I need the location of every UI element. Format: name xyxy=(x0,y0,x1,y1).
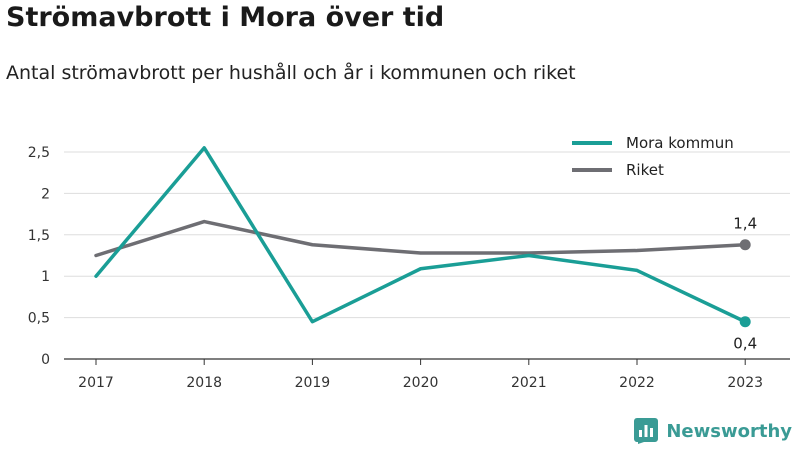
brand-logo: Newsworthy xyxy=(634,418,792,444)
x-tick-label: 2020 xyxy=(403,375,439,391)
y-tick-label: 1 xyxy=(41,269,50,285)
x-tick-label: 2018 xyxy=(186,375,222,391)
chart-title: Strömavbrott i Mora över tid xyxy=(6,2,445,33)
y-tick-label: 0,5 xyxy=(28,311,50,327)
legend: Mora kommun Riket xyxy=(572,134,734,179)
series-line-mora-kommun xyxy=(94,146,747,324)
x-tick-label: 2022 xyxy=(619,375,655,391)
x-tick-label: 2021 xyxy=(511,375,547,391)
legend-label: Riket xyxy=(626,161,664,179)
chart-subtitle: Antal strömavbrott per hushåll och år i … xyxy=(6,62,576,84)
x-tick-label: 2017 xyxy=(78,375,114,391)
end-value-label: 1,4 xyxy=(733,215,757,233)
gridlines xyxy=(64,151,790,319)
newsworthy-logo-icon xyxy=(634,418,659,444)
end-point-mora-kommun xyxy=(739,316,751,328)
y-tick-label: 2,5 xyxy=(28,145,50,161)
end-value-label: 0,4 xyxy=(733,335,757,353)
y-tick-label: 1,5 xyxy=(28,228,50,244)
y-tick-label: 0 xyxy=(41,352,50,368)
y-tick-label: 2 xyxy=(41,186,50,202)
end-labels: 0,4 1,4 xyxy=(733,215,757,353)
end-point-riket xyxy=(739,239,751,251)
x-tick-label: 2019 xyxy=(295,375,331,391)
series-line-riket xyxy=(94,219,747,258)
legend-label: Mora kommun xyxy=(626,134,734,152)
axes: 0 0,5 1 1,5 2 2,5 2017 2018 2019 2020 2021 2022 2023 xyxy=(28,145,790,391)
series-lines xyxy=(94,146,751,328)
brand-name: Newsworthy xyxy=(666,420,792,442)
x-tick-label: 2023 xyxy=(727,375,763,391)
